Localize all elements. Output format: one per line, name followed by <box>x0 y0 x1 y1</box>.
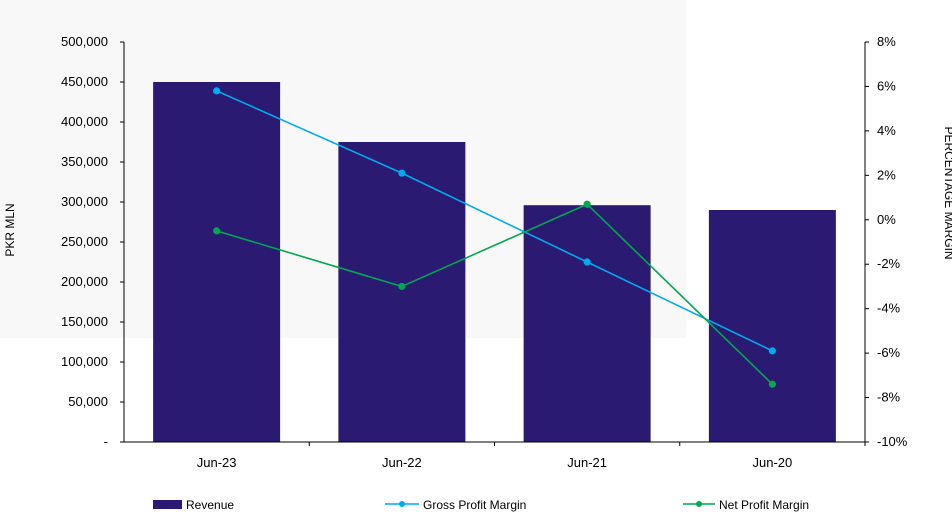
right-axis-tick-label: -8% <box>877 390 901 405</box>
left-axis-tick-label: 150,000 <box>61 314 108 329</box>
right-axis-tick-label: -10% <box>877 434 908 449</box>
gross-profit-margin-point <box>583 258 591 266</box>
left-axis-tick-label: 350,000 <box>61 154 108 169</box>
margin-lines <box>213 87 776 388</box>
left-axis-title: PKR MLN <box>3 203 17 256</box>
right-axis-ticks: 8% 6% 4% 2% 0% -2% -4% -6% -8% -10% <box>865 34 908 449</box>
revenue-bars <box>153 82 836 442</box>
x-axis-tick-label: Jun-22 <box>382 455 422 470</box>
revenue-bar <box>708 210 836 442</box>
right-axis-tick-label: 0% <box>877 212 896 227</box>
legend-revenue-label: Revenue <box>186 498 234 512</box>
net-profit-margin-point <box>398 282 406 291</box>
left-axis-tick-label: 250,000 <box>61 234 108 249</box>
right-axis-tick-label: 6% <box>877 78 896 93</box>
left-axis-tick-label: 400,000 <box>61 114 108 129</box>
legend-revenue-swatch <box>153 500 182 509</box>
right-axis-title: PERCENTAGE MARGIN <box>942 126 952 259</box>
gross-profit-margin-point <box>398 169 406 177</box>
left-axis-tick-label: 50,000 <box>68 394 108 409</box>
left-axis-tick-label: 300,000 <box>61 194 108 209</box>
right-axis-tick-label: -6% <box>877 345 901 360</box>
right-axis-tick-label: 4% <box>877 123 896 138</box>
left-axis-tick-label: 500,000 <box>61 34 108 49</box>
revenue-bar <box>153 82 281 442</box>
right-axis-tick-label: 8% <box>877 34 896 49</box>
legend: Revenue Gross Profit Margin Net Profit M… <box>153 498 809 512</box>
legend-net-margin-label: Net Profit Margin <box>719 498 809 512</box>
left-axis-tick-label: 450,000 <box>61 74 108 89</box>
x-axis-tick-label: Jun-20 <box>753 455 793 470</box>
gross-profit-margin-line <box>216 90 773 352</box>
x-axis-tick-labels: Jun-23 Jun-22 Jun-21 Jun-20 <box>197 442 866 470</box>
right-axis-tick-label: -4% <box>877 301 901 316</box>
legend-gross-margin-label: Gross Profit Margin <box>423 498 526 512</box>
gross-profit-margin-point <box>768 347 776 355</box>
net-profit-margin-point <box>213 227 221 235</box>
left-axis-tick-label: 100,000 <box>61 354 108 369</box>
x-axis-tick-label: Jun-23 <box>197 455 237 470</box>
right-axis-tick-label: 2% <box>877 167 896 182</box>
legend-gross-margin-marker <box>399 501 405 507</box>
left-axis-ticks: - 50,000 100,000 150,000 200,000 250,000 300,0… <box>61 34 124 449</box>
left-axis-tick-label: - <box>104 434 108 449</box>
gross-profit-margin-point <box>213 87 221 95</box>
left-axis-tick-label: 200,000 <box>61 274 108 289</box>
revenue-bar <box>338 142 466 442</box>
x-axis-tick-label: Jun-21 <box>567 455 607 470</box>
net-profit-margin-point <box>583 200 591 208</box>
net-profit-margin-line <box>216 203 773 385</box>
net-profit-margin-point <box>768 380 776 388</box>
right-axis-tick-label: -2% <box>877 256 901 271</box>
legend-net-margin-marker <box>696 501 702 507</box>
